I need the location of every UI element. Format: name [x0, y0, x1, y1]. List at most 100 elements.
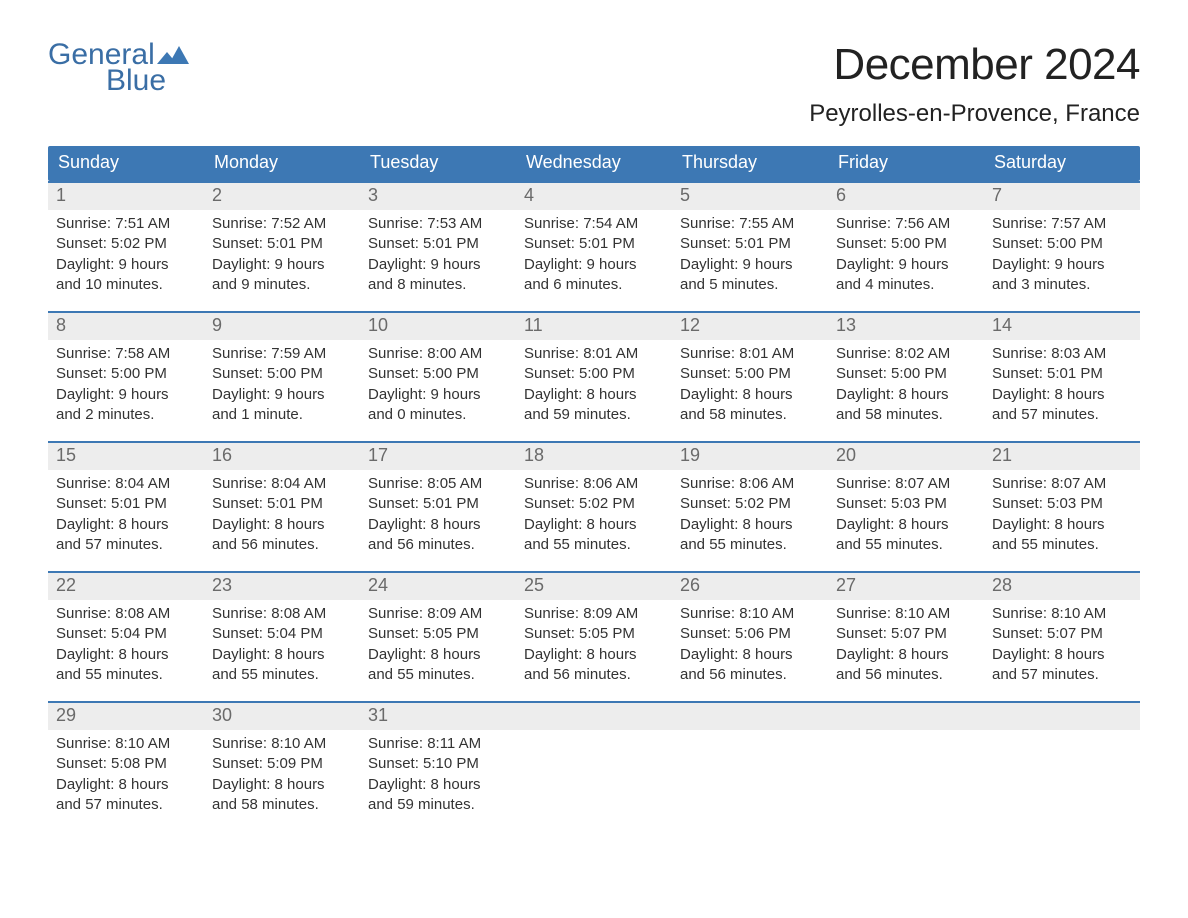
weekday-thursday: Thursday [672, 146, 828, 181]
d1-text: Daylight: 8 hours [56, 515, 196, 535]
day-body: Sunrise: 8:07 AMSunset: 5:03 PMDaylight:… [828, 470, 984, 565]
d2-text: and 57 minutes. [992, 665, 1132, 685]
day-body: Sunrise: 8:03 AMSunset: 5:01 PMDaylight:… [984, 340, 1140, 435]
day-number: 25 [516, 573, 672, 600]
day-number: 4 [516, 183, 672, 210]
sunrise-text: Sunrise: 8:03 AM [992, 344, 1132, 364]
d1-text: Daylight: 8 hours [836, 385, 976, 405]
day-cell-3: 3Sunrise: 7:53 AMSunset: 5:01 PMDaylight… [360, 183, 516, 311]
sunset-text: Sunset: 5:02 PM [524, 494, 664, 514]
sunrise-text: Sunrise: 8:07 AM [836, 474, 976, 494]
day-body: Sunrise: 8:06 AMSunset: 5:02 PMDaylight:… [672, 470, 828, 565]
month-title: December 2024 [809, 40, 1140, 90]
day-number: 28 [984, 573, 1140, 600]
d2-text: and 55 minutes. [680, 535, 820, 555]
sunset-text: Sunset: 5:08 PM [56, 754, 196, 774]
sunset-text: Sunset: 5:07 PM [836, 624, 976, 644]
day-body: Sunrise: 8:06 AMSunset: 5:02 PMDaylight:… [516, 470, 672, 565]
sunrise-text: Sunrise: 8:10 AM [212, 734, 352, 754]
d1-text: Daylight: 9 hours [524, 255, 664, 275]
day-cell-10: 10Sunrise: 8:00 AMSunset: 5:00 PMDayligh… [360, 313, 516, 441]
sunrise-text: Sunrise: 8:04 AM [212, 474, 352, 494]
day-body: Sunrise: 7:59 AMSunset: 5:00 PMDaylight:… [204, 340, 360, 435]
day-body: Sunrise: 8:11 AMSunset: 5:10 PMDaylight:… [360, 730, 516, 825]
d2-text: and 58 minutes. [836, 405, 976, 425]
sunrise-text: Sunrise: 7:52 AM [212, 214, 352, 234]
sunrise-text: Sunrise: 8:01 AM [524, 344, 664, 364]
d1-text: Daylight: 8 hours [836, 515, 976, 535]
d2-text: and 57 minutes. [992, 405, 1132, 425]
d2-text: and 5 minutes. [680, 275, 820, 295]
weekday-sunday: Sunday [48, 146, 204, 181]
day-number: 22 [48, 573, 204, 600]
d1-text: Daylight: 9 hours [212, 385, 352, 405]
d1-text: Daylight: 8 hours [368, 775, 508, 795]
sunrise-text: Sunrise: 8:06 AM [524, 474, 664, 494]
brand-logo: General Blue [48, 40, 189, 96]
d2-text: and 2 minutes. [56, 405, 196, 425]
sunset-text: Sunset: 5:00 PM [212, 364, 352, 384]
sunrise-text: Sunrise: 8:09 AM [368, 604, 508, 624]
day-number: 11 [516, 313, 672, 340]
sunset-text: Sunset: 5:00 PM [992, 234, 1132, 254]
day-cell-6: 6Sunrise: 7:56 AMSunset: 5:00 PMDaylight… [828, 183, 984, 311]
day-cell-1: 1Sunrise: 7:51 AMSunset: 5:02 PMDaylight… [48, 183, 204, 311]
sunrise-text: Sunrise: 8:09 AM [524, 604, 664, 624]
d2-text: and 8 minutes. [368, 275, 508, 295]
day-cell-14: 14Sunrise: 8:03 AMSunset: 5:01 PMDayligh… [984, 313, 1140, 441]
day-number: 30 [204, 703, 360, 730]
d2-text: and 55 minutes. [992, 535, 1132, 555]
day-body: Sunrise: 8:01 AMSunset: 5:00 PMDaylight:… [672, 340, 828, 435]
day-cell-8: 8Sunrise: 7:58 AMSunset: 5:00 PMDaylight… [48, 313, 204, 441]
d1-text: Daylight: 8 hours [524, 645, 664, 665]
d2-text: and 55 minutes. [56, 665, 196, 685]
d2-text: and 56 minutes. [680, 665, 820, 685]
day-number: . [828, 703, 984, 730]
sunset-text: Sunset: 5:03 PM [992, 494, 1132, 514]
d1-text: Daylight: 8 hours [524, 515, 664, 535]
d1-text: Daylight: 8 hours [680, 385, 820, 405]
day-number: 18 [516, 443, 672, 470]
d2-text: and 55 minutes. [524, 535, 664, 555]
day-cell-5: 5Sunrise: 7:55 AMSunset: 5:01 PMDaylight… [672, 183, 828, 311]
d2-text: and 59 minutes. [368, 795, 508, 815]
sunset-text: Sunset: 5:01 PM [368, 234, 508, 254]
day-cell-26: 26Sunrise: 8:10 AMSunset: 5:06 PMDayligh… [672, 573, 828, 701]
day-cell-9: 9Sunrise: 7:59 AMSunset: 5:00 PMDaylight… [204, 313, 360, 441]
d2-text: and 56 minutes. [368, 535, 508, 555]
sunset-text: Sunset: 5:05 PM [524, 624, 664, 644]
day-number: . [984, 703, 1140, 730]
d2-text: and 59 minutes. [524, 405, 664, 425]
d1-text: Daylight: 9 hours [680, 255, 820, 275]
day-cell-21: 21Sunrise: 8:07 AMSunset: 5:03 PMDayligh… [984, 443, 1140, 571]
day-cell-7: 7Sunrise: 7:57 AMSunset: 5:00 PMDaylight… [984, 183, 1140, 311]
sunset-text: Sunset: 5:00 PM [836, 364, 976, 384]
day-number: . [672, 703, 828, 730]
day-number: 8 [48, 313, 204, 340]
day-cell-16: 16Sunrise: 8:04 AMSunset: 5:01 PMDayligh… [204, 443, 360, 571]
sunset-text: Sunset: 5:01 PM [56, 494, 196, 514]
title-block: December 2024 Peyrolles-en-Provence, Fra… [809, 40, 1140, 128]
day-cell-19: 19Sunrise: 8:06 AMSunset: 5:02 PMDayligh… [672, 443, 828, 571]
day-body: Sunrise: 7:54 AMSunset: 5:01 PMDaylight:… [516, 210, 672, 305]
d2-text: and 0 minutes. [368, 405, 508, 425]
d1-text: Daylight: 8 hours [524, 385, 664, 405]
sunset-text: Sunset: 5:00 PM [368, 364, 508, 384]
d1-text: Daylight: 8 hours [836, 645, 976, 665]
day-number: 12 [672, 313, 828, 340]
day-cell-31: 31Sunrise: 8:11 AMSunset: 5:10 PMDayligh… [360, 703, 516, 831]
sunrise-text: Sunrise: 8:10 AM [992, 604, 1132, 624]
day-number: 1 [48, 183, 204, 210]
sunset-text: Sunset: 5:05 PM [368, 624, 508, 644]
day-cell-25: 25 Sunrise: 8:09 AMSunset: 5:05 PMDayligh… [516, 573, 672, 701]
d1-text: Daylight: 8 hours [368, 645, 508, 665]
day-cell-24: 24Sunrise: 8:09 AMSunset: 5:05 PMDayligh… [360, 573, 516, 701]
day-cell-18: 18Sunrise: 8:06 AMSunset: 5:02 PMDayligh… [516, 443, 672, 571]
day-cell-29: 29Sunrise: 8:10 AMSunset: 5:08 PMDayligh… [48, 703, 204, 831]
sunrise-text: Sunrise: 8:02 AM [836, 344, 976, 364]
day-number: 16 [204, 443, 360, 470]
week-row: 8Sunrise: 7:58 AMSunset: 5:00 PMDaylight… [48, 311, 1140, 441]
day-number: 23 [204, 573, 360, 600]
d1-text: Daylight: 9 hours [992, 255, 1132, 275]
d1-text: Daylight: 8 hours [212, 645, 352, 665]
